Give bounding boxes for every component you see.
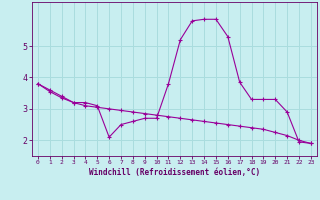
X-axis label: Windchill (Refroidissement éolien,°C): Windchill (Refroidissement éolien,°C): [89, 168, 260, 177]
